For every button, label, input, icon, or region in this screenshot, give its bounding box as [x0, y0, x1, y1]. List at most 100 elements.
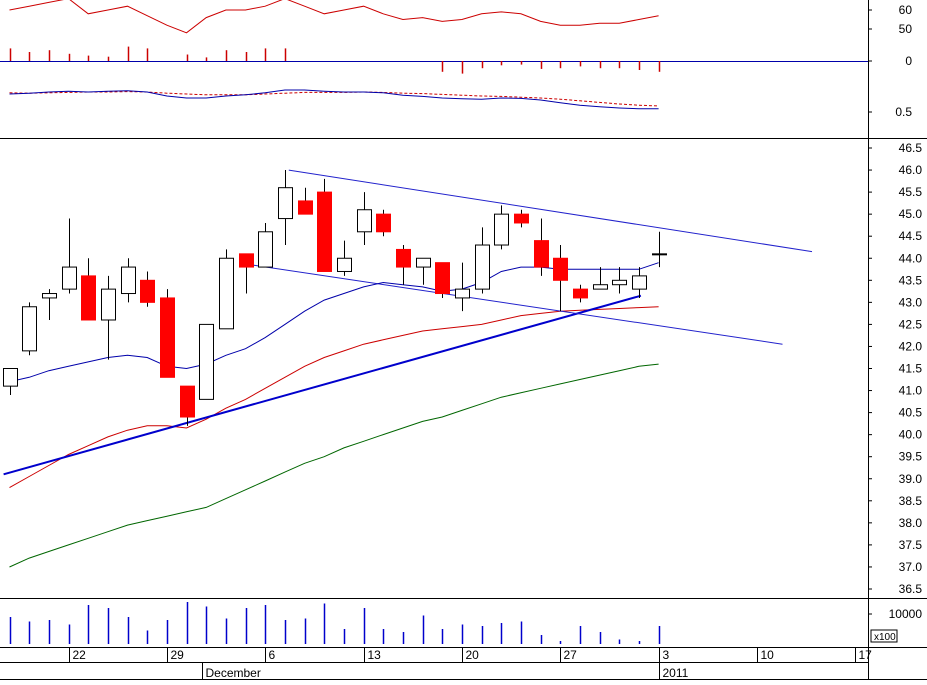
ma-mid-line: [9, 306, 659, 489]
price-tick-label: 43.0: [899, 295, 923, 309]
support-trendline: [3, 294, 642, 476]
candle-down: [396, 245, 411, 285]
candle-up: [278, 170, 293, 246]
candle-body: [180, 385, 195, 418]
price-tick-label: 38.5: [899, 494, 923, 508]
price-tick-label: 42.0: [899, 339, 923, 353]
rsi-tick-label: 50: [899, 22, 913, 36]
x-tick-label: 6: [269, 648, 276, 662]
price-tick-label: 46.5: [899, 141, 923, 155]
candle-up: [612, 267, 627, 294]
price-tick-label: 39.5: [899, 450, 923, 464]
price-tick-label: 38.0: [899, 516, 923, 530]
candle-body: [376, 213, 391, 233]
candle-body: [278, 187, 293, 220]
price-tick-label: 45.0: [899, 207, 923, 221]
price-tick-label: 36.5: [899, 582, 923, 596]
candle-body: [553, 257, 568, 281]
candle-up: [337, 240, 352, 276]
candle-body: [199, 323, 214, 400]
candle-up: [455, 262, 470, 312]
price-tick-label: 39.0: [899, 472, 923, 486]
candle-body: [258, 231, 273, 268]
price-tick-label: 41.0: [899, 384, 923, 398]
candle-body: [494, 213, 509, 246]
candle-body: [514, 213, 529, 224]
candle-up: [593, 267, 608, 290]
ma-short-line: [9, 262, 659, 383]
volume-tick-label: 10000: [889, 607, 923, 621]
candle-body: [140, 279, 155, 303]
candle-up: [62, 218, 77, 294]
price-tick-label: 40.0: [899, 428, 923, 442]
candle-body: [573, 288, 588, 299]
candle-body: [101, 288, 116, 321]
candle-body: [416, 257, 431, 268]
ma-long-line: [9, 363, 659, 568]
candle-up: [258, 222, 273, 268]
price-tick-label: 45.5: [899, 185, 923, 199]
volume-multiplier-box: [870, 629, 898, 643]
x-tick-label: 22: [73, 648, 87, 662]
price-tick-label: 44.5: [899, 229, 923, 243]
candle-body: [455, 288, 470, 299]
candle-up: [219, 249, 234, 330]
candle-up: [3, 368, 18, 395]
candle-down: [180, 385, 195, 426]
rsi-panel: [9, 0, 659, 34]
candle-body: [121, 266, 136, 295]
candle-body: [317, 191, 332, 272]
candle-down: [435, 262, 450, 298]
price-tick-label: 41.5: [899, 362, 923, 376]
candle-body: [219, 257, 234, 330]
candle-up: [357, 192, 372, 246]
candle-body: [652, 253, 667, 256]
x-tick-label: 10: [761, 648, 775, 662]
candle-body: [632, 275, 647, 290]
price-panel: [3, 169, 813, 568]
candle-body: [396, 248, 411, 268]
candle-body: [475, 244, 490, 290]
price-tick-label: 40.5: [899, 406, 923, 420]
price-tick-label: 43.5: [899, 273, 923, 287]
x-tick-label: 17: [859, 648, 873, 662]
candle-body: [42, 293, 57, 299]
candle-body: [160, 297, 175, 378]
candle-down: [239, 253, 254, 294]
macd-line: [9, 89, 659, 110]
channel-upper-line: [288, 169, 813, 253]
candle-body: [22, 306, 37, 352]
month-label: December: [206, 666, 261, 680]
candle-down: [298, 187, 313, 215]
candle-body: [3, 368, 18, 387]
momentum-tick-label: 0: [905, 54, 912, 68]
price-tick-label: 37.0: [899, 560, 923, 574]
candle-up: [101, 275, 116, 360]
x-tick-label: 3: [663, 648, 670, 662]
candle-down: [534, 218, 549, 276]
volume-multiplier-label: x100: [874, 632, 896, 643]
price-tick-label: 44.0: [899, 251, 923, 265]
candle-body: [357, 209, 372, 233]
candle-down: [317, 178, 332, 272]
candle-body: [534, 240, 549, 268]
price-tick-label: 46.0: [899, 163, 923, 177]
candle-down: [160, 289, 175, 378]
candle-body: [62, 266, 77, 290]
x-tick-label: 13: [368, 648, 382, 662]
month-label: 2011: [663, 666, 689, 680]
x-tick-label: 27: [564, 648, 578, 662]
candle-down: [81, 258, 96, 321]
macd-signal-line: [9, 91, 659, 107]
candle-body: [81, 275, 96, 321]
candle-body: [337, 257, 352, 272]
x-axis: 22 29 6 13 20 27 3 10 17 December 2011: [69, 647, 873, 680]
x-tick-label: 20: [466, 648, 480, 662]
candle-down: [140, 271, 155, 307]
candle-body: [239, 253, 254, 268]
candle-up: [494, 205, 509, 250]
candle-down: [553, 245, 568, 312]
